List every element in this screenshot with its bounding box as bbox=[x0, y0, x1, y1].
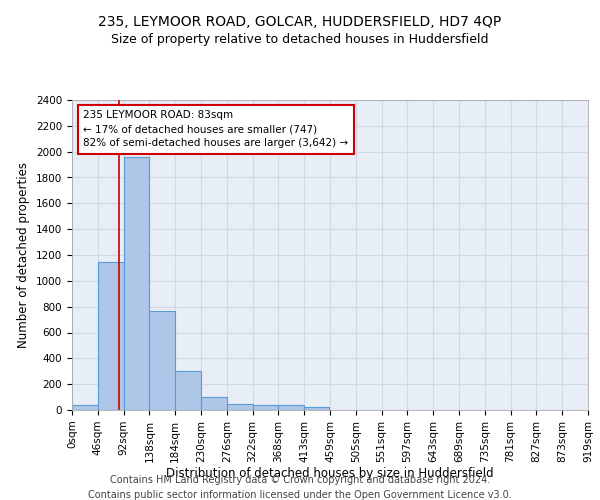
Bar bbox=[227, 404, 253, 410]
Bar bbox=[278, 406, 304, 410]
Bar bbox=[72, 406, 98, 410]
Bar bbox=[175, 371, 201, 410]
Bar bbox=[201, 397, 227, 410]
Text: 235 LEYMOOR ROAD: 83sqm
← 17% of detached houses are smaller (747)
82% of semi-d: 235 LEYMOOR ROAD: 83sqm ← 17% of detache… bbox=[83, 110, 349, 148]
Bar bbox=[124, 157, 149, 410]
X-axis label: Distribution of detached houses by size in Huddersfield: Distribution of detached houses by size … bbox=[166, 468, 494, 480]
Text: Contains HM Land Registry data © Crown copyright and database right 2024.
Contai: Contains HM Land Registry data © Crown c… bbox=[88, 474, 512, 500]
Bar bbox=[304, 407, 329, 410]
Text: Size of property relative to detached houses in Huddersfield: Size of property relative to detached ho… bbox=[111, 32, 489, 46]
Bar bbox=[149, 310, 175, 410]
Y-axis label: Number of detached properties: Number of detached properties bbox=[17, 162, 31, 348]
Text: 235, LEYMOOR ROAD, GOLCAR, HUDDERSFIELD, HD7 4QP: 235, LEYMOOR ROAD, GOLCAR, HUDDERSFIELD,… bbox=[98, 15, 502, 29]
Bar bbox=[253, 404, 278, 410]
Bar bbox=[98, 262, 124, 410]
